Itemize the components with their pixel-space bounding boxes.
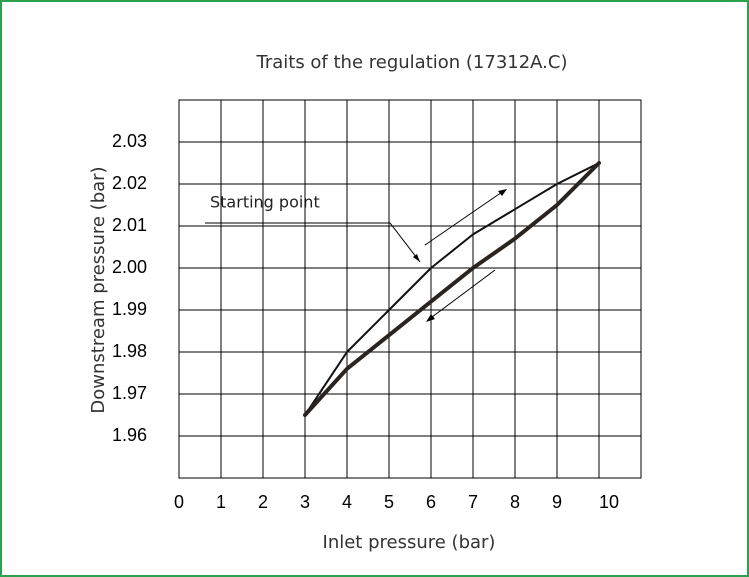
x-tick-label: 2 xyxy=(258,492,268,512)
annotation-text: Starting point xyxy=(210,193,320,212)
line-series xyxy=(303,161,601,417)
chart-title: Traits of the regulation (17312A.C) xyxy=(255,52,567,73)
y-tick-label: 1.99 xyxy=(112,299,147,319)
y-tick-label: 1.97 xyxy=(112,383,147,403)
annotation: Starting point xyxy=(205,189,507,322)
y-tick-label: 2.03 xyxy=(112,131,147,151)
arrow-head xyxy=(413,254,420,262)
y-tick-label: 2.00 xyxy=(112,257,147,277)
line-series xyxy=(304,162,600,416)
x-tick-label: 4 xyxy=(342,492,352,512)
arrow xyxy=(424,189,506,246)
x-tick-label: 9 xyxy=(552,492,562,512)
arrow xyxy=(427,269,496,321)
x-tick-label: 5 xyxy=(384,492,394,512)
x-tick-label: 3 xyxy=(300,492,310,512)
y-axis-label: Downstream pressure (bar) xyxy=(88,166,109,413)
y-tick-label: 2.01 xyxy=(112,215,147,235)
y-tick-label: 1.96 xyxy=(112,425,147,445)
y-tick-label: 2.02 xyxy=(112,173,147,193)
x-tick-label: 10 xyxy=(599,492,619,512)
arrow-head xyxy=(498,189,507,196)
y-tick-label: 1.98 xyxy=(112,341,147,361)
x-tick-label: 1 xyxy=(216,492,226,512)
x-tick-label: 8 xyxy=(510,492,520,512)
x-tick-label: 0 xyxy=(174,492,184,512)
x-axis-label: Inlet pressure (bar) xyxy=(323,532,496,553)
leader-line xyxy=(205,222,421,263)
x-tick-label: 7 xyxy=(468,492,478,512)
x-tick-label: 6 xyxy=(426,492,436,512)
